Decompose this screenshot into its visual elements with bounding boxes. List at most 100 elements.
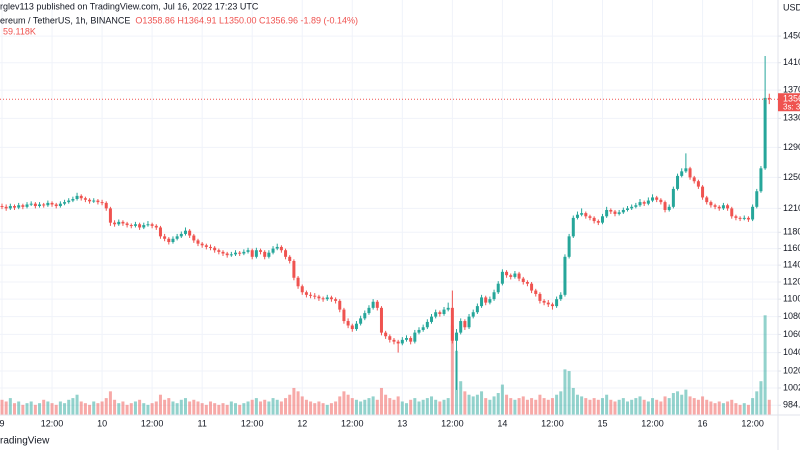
candle-body [342,309,346,322]
candle-body [521,278,525,282]
candle-body [567,236,571,257]
y-tick-label: 1330 [783,113,800,123]
volume-bar [480,391,484,415]
candle-body [259,250,263,252]
volume-bar [538,394,542,415]
volume-bar [696,399,700,415]
candle-body [692,177,696,182]
candle-body [363,313,367,319]
volume-bar [79,401,83,415]
volume-bar [409,399,413,415]
volume-bar [196,401,200,415]
candle-body [438,312,442,314]
volume-bar [346,394,350,415]
volume-bar [638,396,642,415]
volume-bar [200,403,204,415]
volume-bar [275,399,279,415]
volume-bar [329,403,333,415]
candle-body [646,200,650,204]
volume-bar [559,391,563,415]
volume-bar [279,401,283,415]
volume-bar [338,396,342,415]
candle-body [442,309,446,314]
y-tick-label: 1002 [783,382,800,392]
volume-bar [546,399,550,415]
volume-bar [8,398,12,415]
candle-body [133,224,137,226]
candle-body [254,250,258,257]
volume-bar [63,403,67,415]
candle-body [513,273,517,277]
candle-body [721,205,725,209]
volume-bar [150,403,154,415]
candle-body [571,217,575,237]
candle-body [359,318,363,324]
candle-body [46,202,50,206]
candle-body [371,301,375,308]
candle-body [400,339,404,344]
volume-bar [267,401,271,415]
volume-bar [158,394,162,415]
volume-bar [513,399,517,415]
candle-body [584,213,588,217]
candle-body [33,203,37,207]
volume-bar [667,398,671,415]
volume-bar [488,399,492,415]
candle-body [108,208,112,223]
volume-bar [25,403,29,415]
candle-body [213,247,217,251]
candle-body [117,221,121,225]
candle-body [421,327,425,330]
candle-body [467,316,471,328]
volume-bar [509,398,513,415]
x-tick-label: 15 [597,418,607,428]
candle-body [75,195,79,199]
candle-body [726,205,730,209]
candle-body [688,168,692,178]
candle-body [651,197,655,201]
volume-bar [688,396,692,415]
candle-body [129,225,133,227]
volume-bar [701,396,705,415]
candle-body [313,295,317,297]
symbol-line: ereum / TetherUS, 1h, BINANCE [0,15,130,25]
y-tick-label: 1160 [783,243,800,253]
volume-bar [467,394,471,415]
volume-bar [234,403,238,415]
candle-body [659,199,663,203]
volume-legend: 59.118K [3,26,36,36]
volume-bar [450,325,454,415]
candle-body [409,338,413,342]
candle-body [763,97,767,169]
candle-body [200,243,204,246]
candle-body [171,238,175,243]
volume-bar [384,394,388,415]
volume-bar [721,403,725,415]
volume-bar [125,404,129,415]
candle-body [346,321,350,326]
candle-body [617,212,621,214]
volume-bar [50,403,54,415]
candle-body [588,216,592,218]
candle-body [450,307,454,341]
volume-bar [651,398,655,415]
candle-body [505,271,509,276]
candle-body [605,209,609,217]
x-tick-label: 12:00 [541,418,564,428]
volume-bar [313,403,317,415]
candle-body [434,312,438,317]
candle-body [271,248,275,253]
volume-bar [271,398,275,415]
volume-bar [88,404,92,415]
candle-body [384,332,388,337]
volume-bar [67,399,71,415]
y-tick-label: 1140 [783,260,800,270]
candle-body [113,222,117,225]
volume-bar [584,398,588,415]
candle-body [163,236,167,239]
volume-bar [163,399,167,415]
volume-bar [254,398,258,415]
candle-body [413,332,417,342]
candle-body [221,251,225,254]
candle-body [459,321,463,333]
